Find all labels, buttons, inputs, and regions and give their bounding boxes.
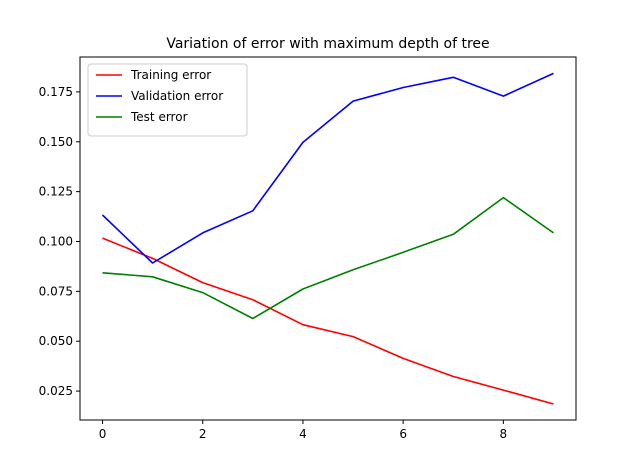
x-tick-label: 8 bbox=[500, 427, 508, 441]
test-error-line bbox=[102, 196, 554, 320]
y-axis-ticks: 0.025 0.050 0.075 0.100 0.125 0.150 0.175 bbox=[39, 85, 80, 398]
y-tick-label: 0.100 bbox=[39, 234, 73, 248]
x-tick-label: 6 bbox=[399, 427, 407, 441]
x-tick-label: 0 bbox=[99, 427, 107, 441]
series-lines bbox=[101, 72, 554, 405]
y-tick-label: 0.150 bbox=[39, 135, 73, 149]
y-tick-label: 0.175 bbox=[39, 85, 73, 99]
y-tick-label: 0.125 bbox=[39, 185, 73, 199]
legend: Training error Validation error Test error bbox=[87, 63, 248, 137]
legend-label-test-error: Test error bbox=[130, 110, 188, 124]
y-tick-label: 0.050 bbox=[39, 334, 73, 348]
legend-label-validation-error: Validation error bbox=[131, 89, 223, 103]
x-tick-label: 4 bbox=[299, 427, 307, 441]
x-axis-ticks: 0 2 4 6 8 bbox=[99, 420, 507, 441]
plot-frame bbox=[79, 56, 577, 421]
chart-title: Variation of error with maximum depth of… bbox=[166, 36, 489, 52]
validation-error-line bbox=[101, 72, 554, 264]
legend-box bbox=[87, 63, 248, 137]
y-tick-label: 0.025 bbox=[39, 384, 73, 398]
x-tick-label: 2 bbox=[199, 427, 207, 441]
y-tick-label: 0.075 bbox=[39, 284, 73, 298]
plot-area bbox=[79, 56, 577, 421]
legend-label-training-error: Training error bbox=[130, 68, 211, 82]
training-error-line bbox=[102, 237, 554, 405]
